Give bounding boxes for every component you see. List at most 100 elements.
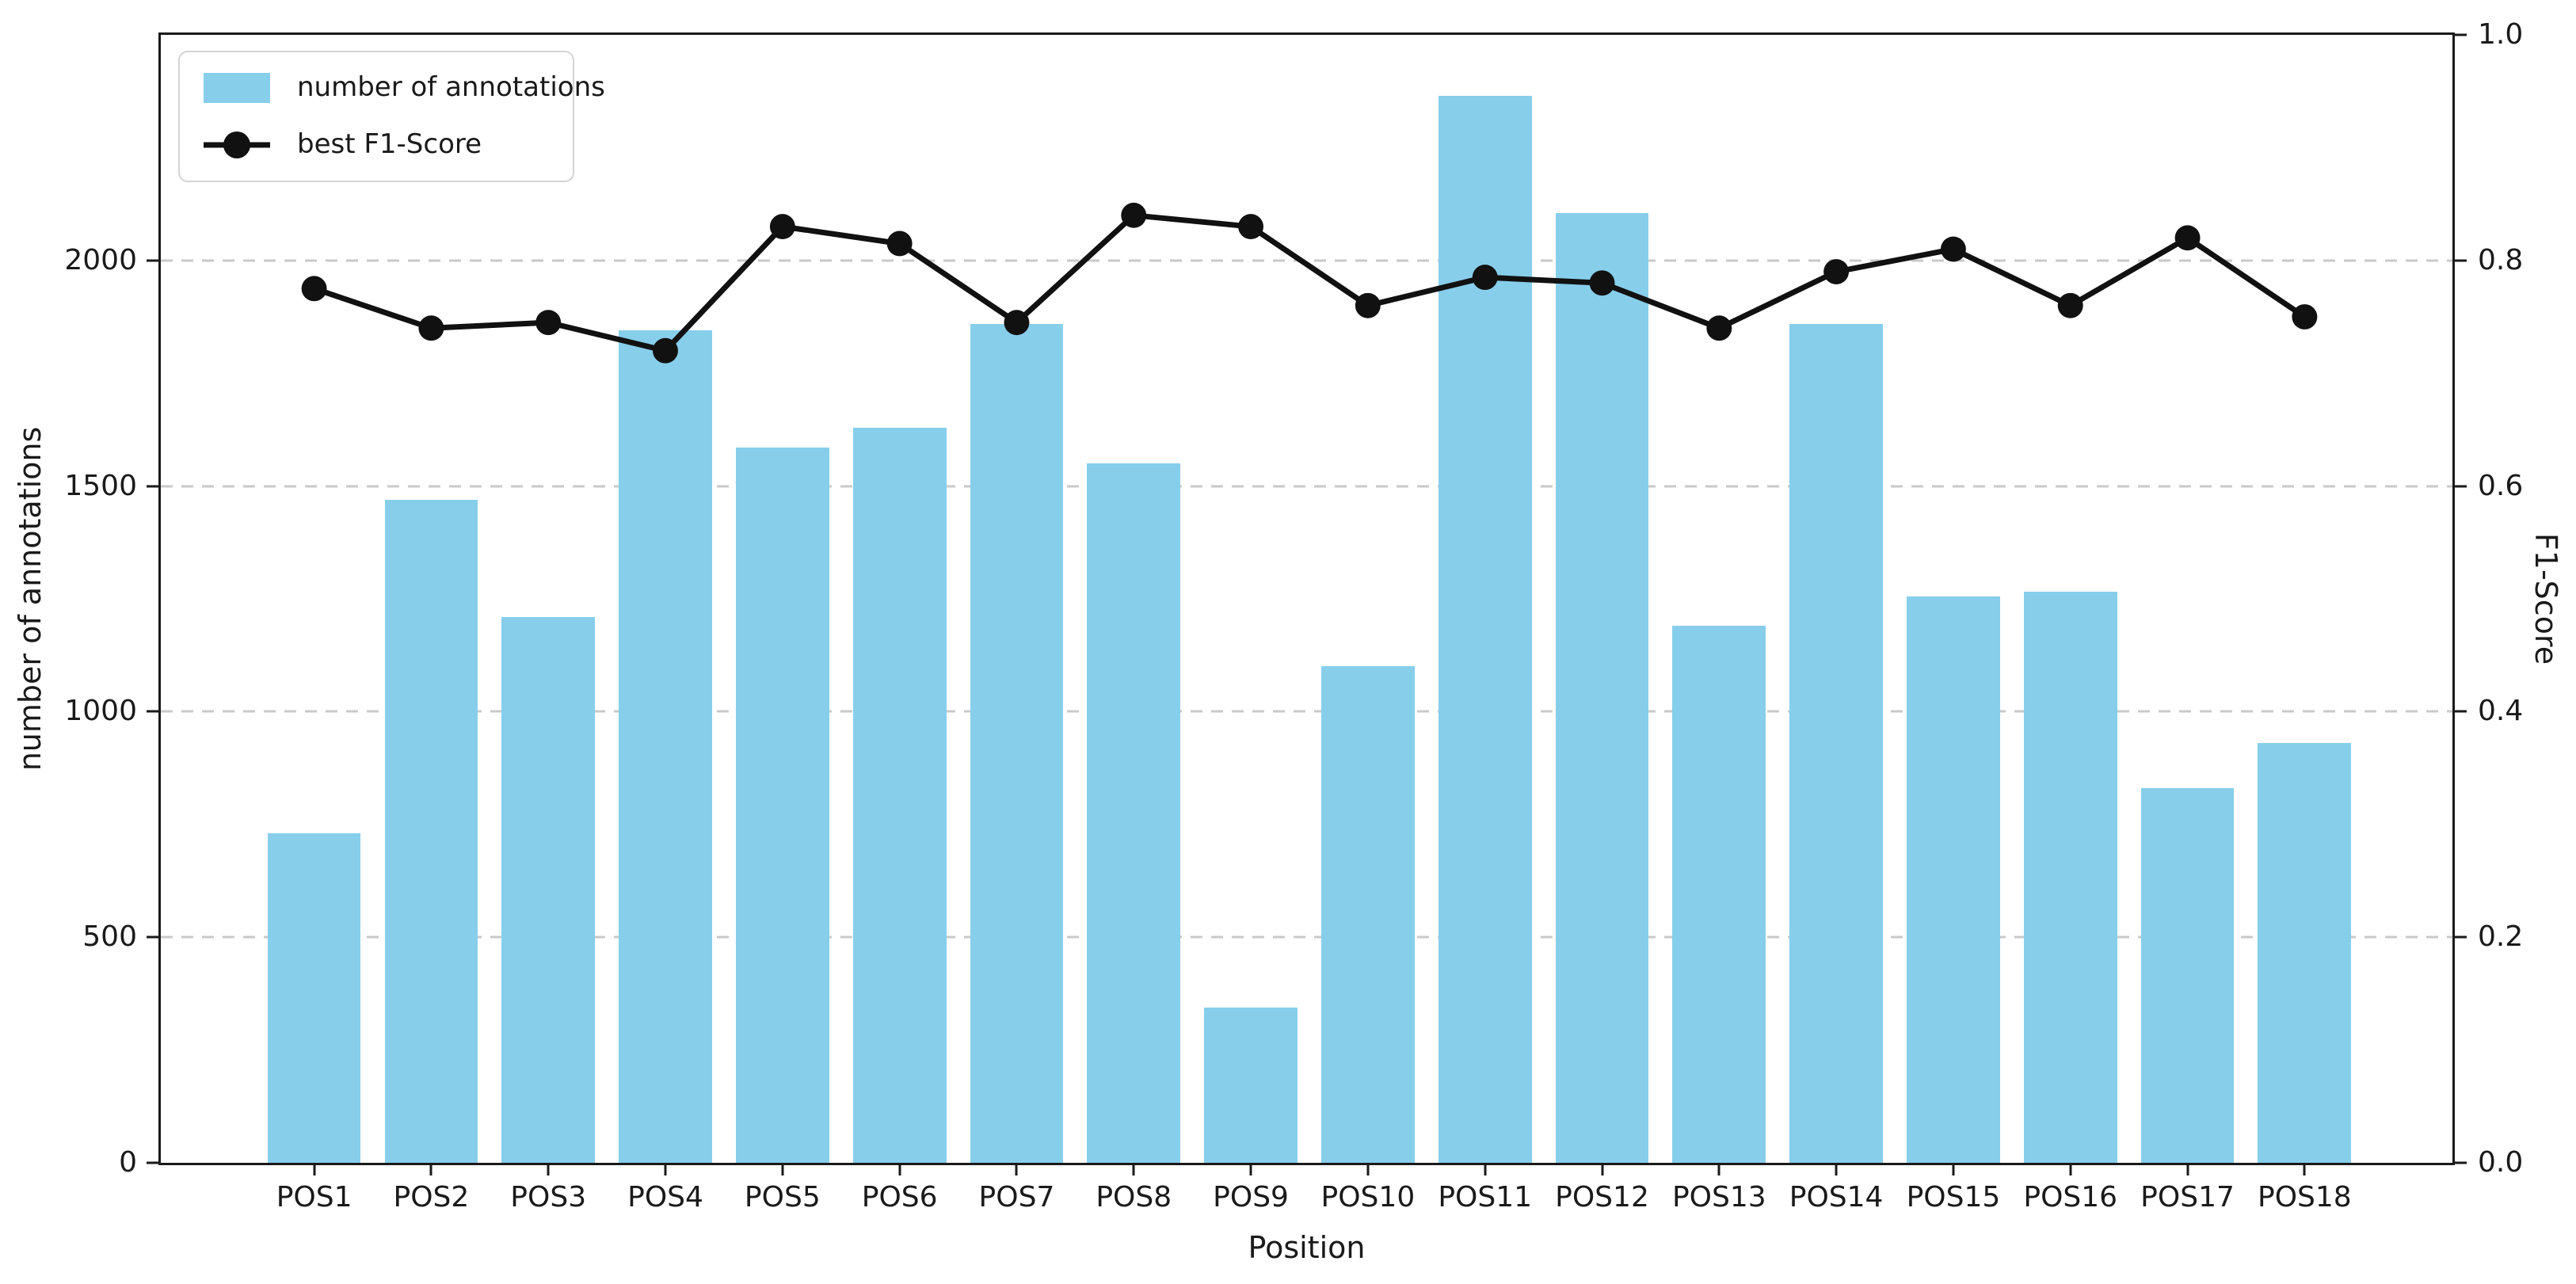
gridline-500	[161, 935, 2452, 939]
legend-item-annotations: number of annotations	[204, 72, 605, 103]
gridline-2000	[161, 259, 2452, 262]
bar-POS12	[1555, 213, 1649, 1163]
y-tickmark-right-0.8	[2452, 259, 2467, 262]
x-tick-POS11: POS11	[1438, 1181, 1533, 1214]
f1-marker-POS11	[1472, 265, 1498, 291]
f1-line	[313, 212, 2307, 354]
y-tick-right-0.0: 0.0	[2478, 1146, 2524, 1179]
f1-marker-POS10	[1355, 292, 1381, 318]
gridline-1000	[161, 710, 2452, 713]
line-series	[301, 202, 2318, 364]
bar-POS13	[1672, 626, 1766, 1163]
y-tickmark-right-0.2	[2452, 935, 2467, 939]
bar-POS17	[2140, 788, 2235, 1163]
x-tickmark-POS18	[2303, 1163, 2306, 1175]
x-tick-POS4: POS4	[627, 1181, 703, 1214]
x-tick-POS14: POS14	[1789, 1181, 1884, 1214]
x-tickmark-POS3	[547, 1163, 550, 1175]
f1-marker-POS7	[1004, 310, 1030, 336]
x-tickmark-POS1	[313, 1163, 316, 1175]
f1-marker-POS1	[301, 276, 327, 302]
x-tick-POS8: POS8	[1096, 1181, 1172, 1214]
x-tick-POS16: POS16	[2023, 1181, 2118, 1214]
x-tickmark-POS17	[2186, 1163, 2189, 1175]
x-tick-POS7: POS7	[978, 1181, 1055, 1214]
y-axis-label-right: F1-Score	[2528, 532, 2563, 665]
plot-area: 0 500 1000 1500 2000 0.0 0.2 0.4 0.6 0.8 1.0 POS1…	[64, 21, 2523, 1263]
bar-POS2	[384, 499, 478, 1163]
x-tickmark-POS11	[1484, 1163, 1487, 1175]
y-tickmark-right-0.4	[2452, 710, 2467, 713]
x-tick-POS9: POS9	[1213, 1181, 1289, 1214]
y-tick-right-0.8: 0.8	[2478, 243, 2524, 276]
x-tick-POS13: POS13	[1671, 1181, 1766, 1214]
x-tick-POS12: POS12	[1555, 1181, 1649, 1214]
f1-marker-POS4	[653, 337, 678, 364]
x-axis-label: Position	[1248, 1230, 1366, 1265]
bar-POS16	[2023, 592, 2117, 1163]
gridline-1500	[161, 485, 2452, 488]
y-tick-left-1000: 1000	[64, 695, 137, 728]
x-tickmark-POS10	[1366, 1163, 1370, 1175]
x-tick-POS18: POS18	[2257, 1181, 2352, 1214]
x-tickmark-POS9	[1249, 1163, 1252, 1175]
x-tickmark-POS13	[1717, 1163, 1721, 1175]
y-tick-left-500: 500	[82, 920, 137, 954]
x-tick-POS15: POS15	[1906, 1181, 2001, 1214]
y-axis-label-left: number of annotations	[13, 426, 48, 772]
y-tick-right-0.2: 0.2	[2478, 920, 2524, 954]
legend: number of annotations best F1-Score	[178, 51, 605, 182]
y-tickmark-right-1.0	[2452, 33, 2467, 36]
x-tickmark-POS15	[1952, 1163, 1955, 1175]
bar-POS10	[1321, 666, 1415, 1163]
f1-marker-POS9	[1238, 214, 1264, 240]
f1-marker-POS6	[886, 231, 913, 257]
f1-marker-POS18	[2292, 304, 2318, 330]
f1-marker-POS8	[1121, 202, 1147, 228]
x-tickmark-POS12	[1601, 1163, 1603, 1175]
f1-marker-POS12	[1589, 270, 1615, 296]
legend-label-annotations: number of annotations	[297, 71, 605, 104]
y-tickmark-left-1500	[147, 485, 161, 488]
x-tick-POS17: POS17	[2140, 1181, 2235, 1214]
y-tick-right-0.4: 0.4	[2478, 695, 2524, 728]
x-tickmark-POS6	[898, 1163, 901, 1175]
f1-marker-POS16	[2057, 292, 2083, 318]
y-tick-left-0: 0	[119, 1146, 137, 1179]
y-tickmark-left-2000	[147, 259, 161, 262]
bar-POS6	[852, 427, 947, 1163]
f1-marker-POS3	[535, 310, 562, 336]
bar-POS9	[1204, 1007, 1298, 1163]
y-tickmark-right-0.6	[2452, 485, 2467, 488]
legend-label-f1: best F1-Score	[297, 128, 482, 161]
f1-marker-POS14	[1823, 259, 1850, 284]
x-tick-POS6: POS6	[861, 1181, 938, 1214]
y-tickmark-left-0	[147, 1161, 161, 1164]
x-tickmark-POS4	[664, 1163, 667, 1175]
x-tick-POS1: POS1	[276, 1181, 352, 1214]
x-tickmark-POS5	[781, 1163, 784, 1175]
y-tick-left-2000: 2000	[64, 243, 137, 276]
bar-POS1	[267, 833, 361, 1163]
y-tickmark-right-0.0	[2452, 1161, 2467, 1164]
x-tickmark-POS7	[1015, 1163, 1018, 1175]
bar-POS8	[1087, 463, 1181, 1163]
f1-marker-POS2	[418, 315, 444, 341]
legend-bar-swatch-icon	[204, 73, 270, 103]
y-tick-right-1.0: 1.0	[2478, 18, 2524, 51]
x-tick-POS5: POS5	[744, 1181, 821, 1214]
x-tick-POS3: POS3	[510, 1181, 587, 1214]
f1-marker-POS15	[1940, 236, 1966, 262]
bar-POS3	[501, 616, 596, 1163]
y-tickmark-left-500	[147, 935, 161, 939]
y-tick-right-0.6: 0.6	[2478, 469, 2524, 502]
x-tickmark-POS2	[429, 1163, 433, 1175]
x-tickmark-POS14	[1835, 1163, 1838, 1175]
bar-POS18	[2258, 743, 2352, 1163]
y-tickmark-left-1000	[147, 710, 161, 713]
legend-item-f1: best F1-Score	[204, 128, 549, 161]
legend-line-marker-icon	[204, 130, 270, 160]
bar-POS14	[1789, 323, 1883, 1163]
x-tickmark-POS16	[2069, 1163, 2072, 1175]
